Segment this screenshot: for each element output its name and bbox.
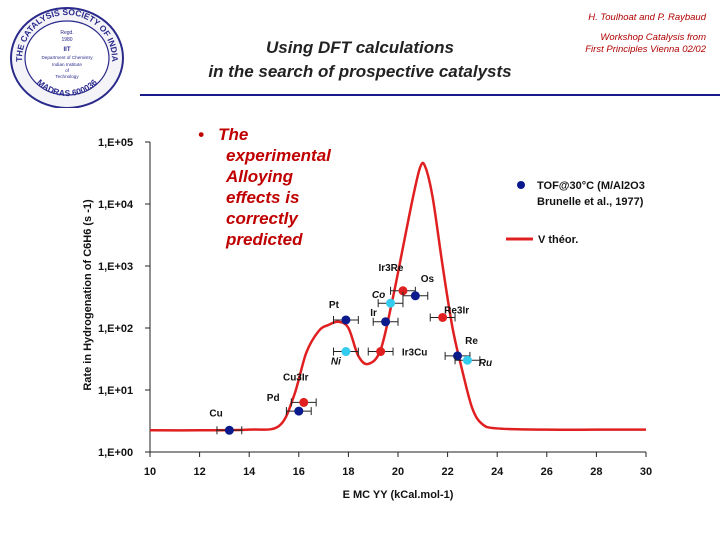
y-axis-label: Rate in Hydrogenation of C6H6 (s -1) (82, 199, 94, 391)
logo-inner-line: of (65, 68, 70, 73)
data-point-ir (381, 317, 391, 327)
data-point-ru (462, 355, 472, 365)
data-point-ni (341, 347, 351, 357)
data-point-pd (294, 406, 304, 416)
data-point-re3ir (438, 312, 448, 322)
workshop-line2: First Principles Vienna 02/02 (585, 44, 706, 55)
bullet-line-1: • The (198, 125, 249, 144)
point-label-re: Re (465, 336, 478, 347)
x-tick-label: 30 (640, 466, 652, 478)
x-tick-label: 18 (342, 466, 354, 478)
bullet-line-5: correctly (226, 209, 298, 228)
point-label-ir3re: Ir3Re (378, 263, 403, 274)
point-label-cu3ir: Cu3Ir (283, 372, 309, 383)
workshop-credit: Workshop Catalysis from First Principles… (585, 32, 706, 56)
logo-reg-date: 1980 (61, 37, 72, 43)
header-rule (140, 94, 720, 96)
logo-reg: Regd. (60, 30, 73, 36)
data-point-os (410, 291, 420, 301)
slide-title-line2: in the search of prospective catalysts (208, 62, 512, 81)
x-tick-label: 26 (541, 466, 553, 478)
point-label-ir: Ir (370, 308, 377, 319)
finding-bullet: • The experimental Alloying effects is c… (198, 124, 331, 250)
point-label-os: Os (421, 274, 435, 285)
data-point-cu (224, 425, 234, 435)
data-point-co (386, 298, 396, 308)
slide-title-line1: Using DFT calculations (266, 38, 454, 57)
point-label-pt: Pt (329, 300, 340, 311)
point-label-pd: Pd (267, 393, 280, 404)
point-label-cu: Cu (209, 408, 222, 419)
x-tick-label: 22 (441, 466, 453, 478)
bullet-marker: • (198, 125, 204, 144)
y-tick-label: 1,E+02 (98, 323, 133, 335)
y-tick-label: 1,E+03 (98, 261, 133, 273)
bullet-line-4: effects is (226, 188, 300, 207)
legend-tof-label: TOF@30°C (M/Al2O3 (537, 180, 645, 192)
point-label-ru: Ru (479, 358, 492, 369)
theory-curve (149, 161, 646, 432)
data-point-cu3ir (299, 397, 309, 407)
logo-inner-line: IIT (64, 47, 71, 53)
bullet-line-2: experimental (226, 146, 331, 165)
x-axis-label: E MC YY (kCal.mol-1) (343, 489, 454, 501)
axes: 1,E+00 1,E+01 1,E+02 1,E+03 1,E+04 1,E+05 10 12… (98, 137, 652, 478)
theory-curve-layer (149, 161, 646, 432)
logo-inner-line: Department of Chemistry (41, 55, 93, 60)
logo-inner-line: Indian Institute (52, 62, 82, 67)
y-tick-label: 1,E+04 (98, 199, 134, 211)
data-point-ir3cu (376, 347, 386, 357)
y-tick-label: 1,E+00 (98, 447, 133, 459)
legend-tof-label-2: Brunelle et al., 1977) (537, 196, 644, 208)
point-label-ni: Ni (331, 357, 341, 368)
catalysis-society-logo: THE CATALYSIS SOCIETY OF INDIA MADRAS 60… (10, 7, 124, 108)
legend-tof-marker (517, 181, 525, 189)
point-label-ir3cu: Ir3Cu (402, 348, 428, 359)
x-tick-label: 16 (293, 466, 305, 478)
point-label-re3ir: Re3Ir (444, 305, 469, 316)
logo-inner-line: Technology (55, 74, 79, 79)
data-point-pt (341, 315, 351, 325)
bullet-line-3: Alloying (226, 167, 294, 186)
points-layer (216, 286, 481, 435)
bullet-line-6: predicted (226, 230, 303, 249)
authors: H. Toulhoat and P. Raybaud (588, 12, 706, 23)
x-tick-label: 14 (243, 466, 256, 478)
legend-theory-label: V théor. (538, 234, 578, 246)
data-point-re (453, 351, 463, 361)
x-tick-label: 10 (144, 466, 156, 478)
x-tick-label: 28 (590, 466, 602, 478)
y-tick-label: 1,E+05 (98, 137, 133, 149)
point-label-co: Co (372, 290, 385, 301)
x-tick-label: 12 (193, 466, 205, 478)
data-point-ir3re (398, 286, 408, 296)
workshop-line1: Workshop Catalysis from (600, 32, 706, 43)
x-tick-label: 24 (491, 466, 504, 478)
y-tick-label: 1,E+01 (98, 385, 133, 397)
x-tick-label: 20 (392, 466, 404, 478)
legend: TOF@30°C (M/Al2O3 Brunelle et al., 1977)… (506, 180, 645, 246)
